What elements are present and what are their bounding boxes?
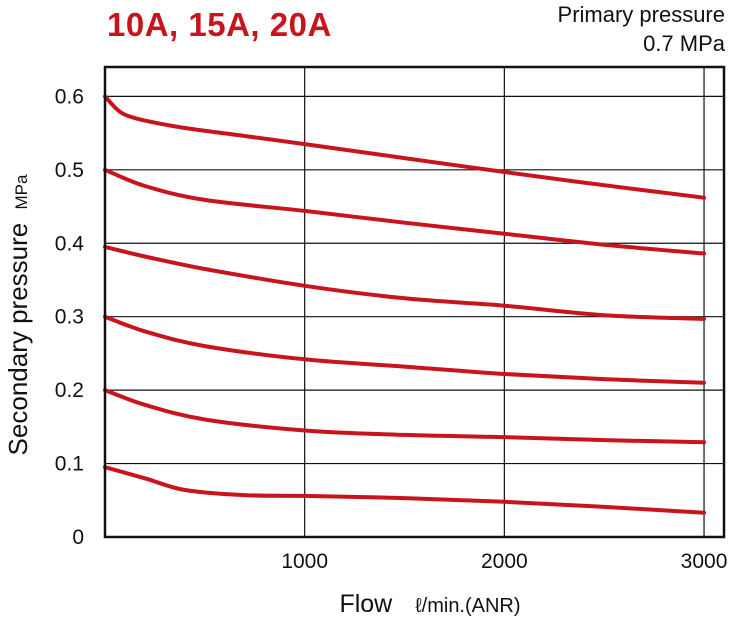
x-axis-title: Flow ℓ/min.(ANR) xyxy=(339,590,520,618)
y-tick-label: 0.4 xyxy=(55,232,85,255)
x-tick-labels: 1000 2000 3000 xyxy=(281,550,727,573)
series-line-3 xyxy=(103,244,706,321)
y-tick-label: 0.6 xyxy=(55,85,84,108)
primary-pressure-note: Primary pressure 0.7 MPa xyxy=(558,0,725,58)
y-tick-label: 0.5 xyxy=(55,159,84,182)
y-tick-label: 0.1 xyxy=(55,453,84,476)
series-group xyxy=(103,94,706,515)
series-line-6 xyxy=(103,465,706,515)
plot-frame xyxy=(103,65,726,539)
series-line-4 xyxy=(103,314,706,385)
series-line-5 xyxy=(103,388,706,445)
y-axis-title: Secondary pressure MPa xyxy=(3,174,33,455)
series-line-1 xyxy=(103,94,706,200)
grid-lines xyxy=(105,67,724,537)
x-tick-label: 2000 xyxy=(481,550,528,573)
x-axis-label: Flow xyxy=(339,590,393,618)
primary-pressure-value: 0.7 MPa xyxy=(643,31,725,56)
series-line-2 xyxy=(103,167,706,256)
primary-pressure-label: Primary pressure xyxy=(557,2,725,27)
x-tick-label: 3000 xyxy=(681,550,728,573)
y-axis-label: Secondary pressure xyxy=(3,223,33,456)
y-axis-unit: MPa xyxy=(12,174,31,210)
x-axis-unit: ℓ/min.(ANR) xyxy=(415,595,520,617)
chart-title: 10A, 15A, 20A xyxy=(107,6,332,43)
y-tick-label: 0 xyxy=(72,526,84,549)
y-tick-labels: 0 0.1 0.2 0.3 0.4 0.5 0.6 xyxy=(55,85,85,549)
y-tick-label: 0.2 xyxy=(55,379,84,402)
y-tick-label: 0.3 xyxy=(55,306,84,329)
x-tick-label: 1000 xyxy=(281,550,328,573)
